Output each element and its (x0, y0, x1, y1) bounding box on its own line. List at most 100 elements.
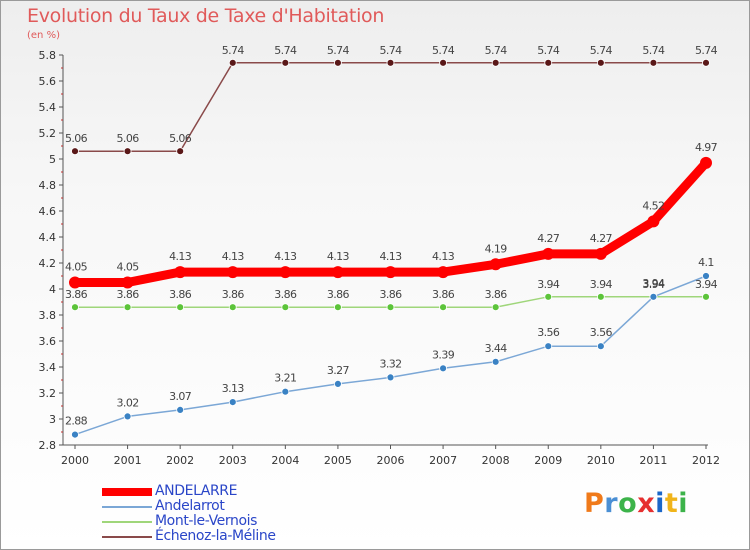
data-label: 3.86 (379, 288, 402, 301)
data-label: 3.32 (379, 357, 401, 370)
data-label: 4.13 (327, 250, 350, 263)
data-point (596, 292, 605, 301)
chart-title: Evolution du Taux de Taxe d'Habitation (27, 5, 385, 27)
data-point (71, 430, 79, 439)
data-point (542, 247, 555, 260)
data-label: 2.88 (65, 415, 88, 428)
legend-swatch (102, 506, 152, 508)
data-point (596, 342, 605, 351)
data-point (702, 292, 710, 301)
data-label: 3.94 (642, 277, 665, 290)
y-tick-label: 3.6 (39, 335, 57, 348)
legend-label: ANDELARRE (155, 483, 238, 499)
data-point (71, 303, 79, 312)
data-point (228, 58, 237, 67)
y-tick-label: 3.4 (39, 361, 57, 374)
legend-swatch (102, 521, 152, 523)
data-point (386, 58, 395, 67)
data-point (489, 258, 502, 271)
data-point (228, 398, 237, 407)
data-label: 3.21 (274, 372, 296, 385)
data-point (491, 303, 500, 312)
x-tick-label: 2000 (61, 454, 89, 467)
data-label: 3.13 (222, 382, 245, 395)
data-point (702, 58, 710, 67)
data-label: 3.07 (169, 390, 192, 403)
data-label: 4.05 (65, 261, 88, 274)
data-point (702, 272, 710, 280)
y-tick-label: 3.2 (39, 387, 57, 400)
data-point (386, 373, 395, 382)
logo-letter: o (618, 488, 638, 519)
data-label: 4.13 (379, 250, 402, 263)
data-label: 4.13 (222, 250, 245, 263)
x-tick-label: 2004 (271, 454, 299, 467)
data-point (331, 266, 344, 279)
x-tick-label: 2003 (219, 454, 247, 467)
data-point (700, 156, 712, 169)
data-point (176, 303, 185, 312)
legend-swatch (102, 536, 152, 538)
x-tick-label: 2008 (482, 454, 510, 467)
y-tick-label: 4.4 (39, 231, 57, 244)
data-label: 3.94 (642, 278, 665, 291)
data-label: 5.74 (537, 44, 560, 57)
x-tick-label: 2006 (377, 454, 405, 467)
data-label: 3.27 (327, 364, 350, 377)
data-label: 4.97 (695, 141, 718, 154)
data-point (544, 292, 553, 301)
data-point (649, 292, 658, 301)
data-label: 4.13 (169, 250, 192, 263)
data-label: 4.13 (432, 250, 455, 263)
data-label: 4.13 (274, 250, 297, 263)
x-tick-label: 2010 (587, 454, 615, 467)
data-point (386, 303, 395, 312)
y-tick-label: 4.8 (39, 179, 57, 192)
data-label: 3.94 (537, 278, 560, 291)
data-point (596, 58, 605, 67)
data-label: 3.56 (537, 326, 560, 339)
y-tick-label: 3 (49, 413, 56, 426)
data-point (544, 342, 553, 351)
series-line (70, 158, 711, 287)
data-point (123, 303, 132, 312)
data-label: 4.52 (642, 199, 664, 212)
data-point (491, 357, 500, 366)
data-point (647, 215, 660, 228)
data-label: 3.86 (65, 288, 88, 301)
y-tick-label: 4.6 (39, 205, 57, 218)
x-tick-label: 2002 (166, 454, 194, 467)
y-tick-label: 2.8 (39, 439, 57, 452)
data-point (439, 303, 447, 312)
data-point (334, 58, 342, 67)
data-point (176, 147, 185, 156)
data-label: 5.06 (65, 132, 88, 145)
data-point (649, 58, 658, 67)
x-tick-label: 2009 (534, 454, 562, 467)
data-point (439, 58, 447, 67)
data-label: 3.86 (485, 288, 508, 301)
y-tick-label: 5 (49, 153, 56, 166)
logo-letter: x (637, 488, 656, 519)
data-label: 3.94 (590, 278, 613, 291)
data-label: 3.44 (485, 342, 508, 355)
data-label: 3.86 (169, 288, 192, 301)
data-label: 4.27 (537, 232, 560, 245)
x-tick-label: 2012 (692, 454, 720, 467)
data-label: 3.86 (222, 288, 245, 301)
logo-letter: P (584, 488, 605, 519)
proxiti-logo: Proxiti (584, 488, 688, 519)
y-tick-label: 5.8 (39, 49, 57, 62)
logo-letter: i (678, 488, 689, 519)
logo-letter: i (655, 488, 665, 519)
data-point (281, 58, 290, 67)
x-tick-label: 2001 (114, 454, 142, 467)
data-label: 5.74 (590, 44, 613, 57)
y-tick-label: 3.8 (39, 309, 57, 322)
data-label: 5.74 (379, 44, 402, 57)
data-point (71, 147, 79, 156)
data-point (123, 147, 132, 156)
y-tick-label: 5.4 (39, 101, 57, 114)
data-label: 5.74 (327, 44, 350, 57)
